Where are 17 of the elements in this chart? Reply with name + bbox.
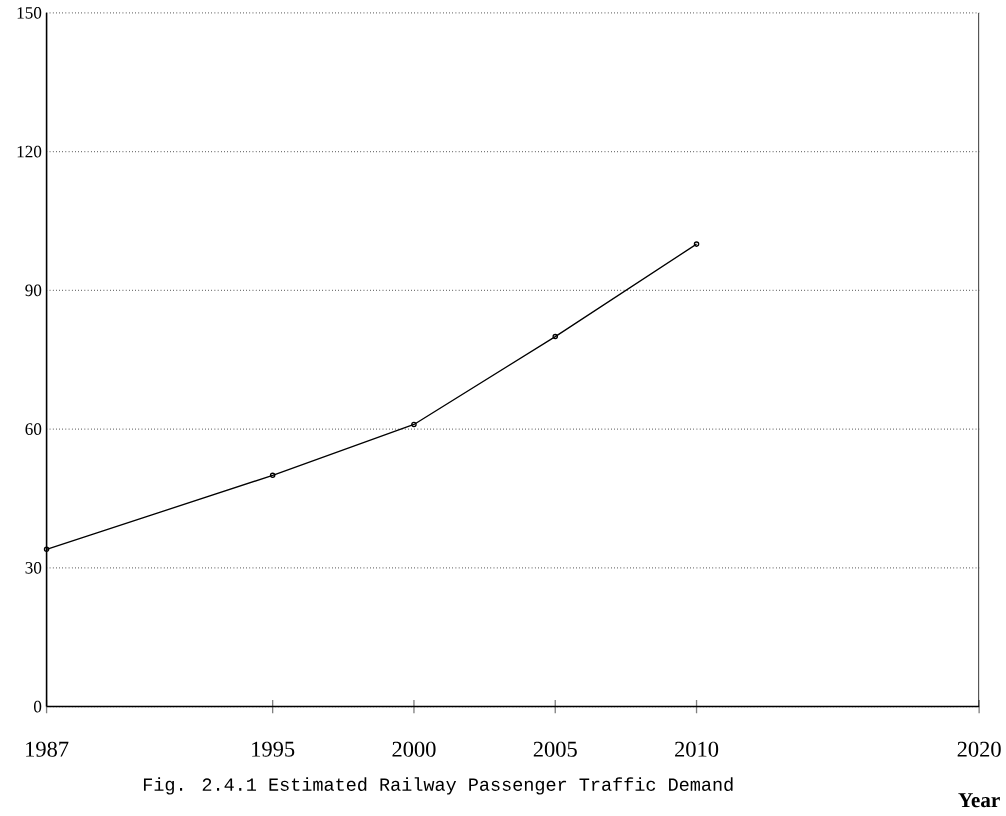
y-tick-label: 0 (33, 700, 42, 713)
y-tick-label: 30 (25, 562, 42, 574)
x-tick-label: 2010 (675, 741, 719, 758)
y-tick-label: 120 (17, 146, 42, 158)
x-axis-title: Year (958, 793, 1000, 808)
x-tick-label: 2000 (392, 741, 436, 758)
y-tick-label: 60 (25, 423, 42, 436)
point (552, 334, 559, 340)
text: Fig. 2.4.1 Estimated Railway Passenger Traffic Demand (143, 777, 733, 795)
x-tick-label: 1987 (26, 741, 69, 758)
point (269, 472, 276, 479)
x-tick-label: 1995 (252, 741, 295, 757)
y-tick-label: 90 (25, 284, 42, 297)
point (411, 421, 417, 428)
x-tick-label: 2020 (957, 741, 1001, 758)
y-tick-label: 150 (17, 7, 42, 19)
x-tick-label: 2005 (533, 741, 577, 758)
